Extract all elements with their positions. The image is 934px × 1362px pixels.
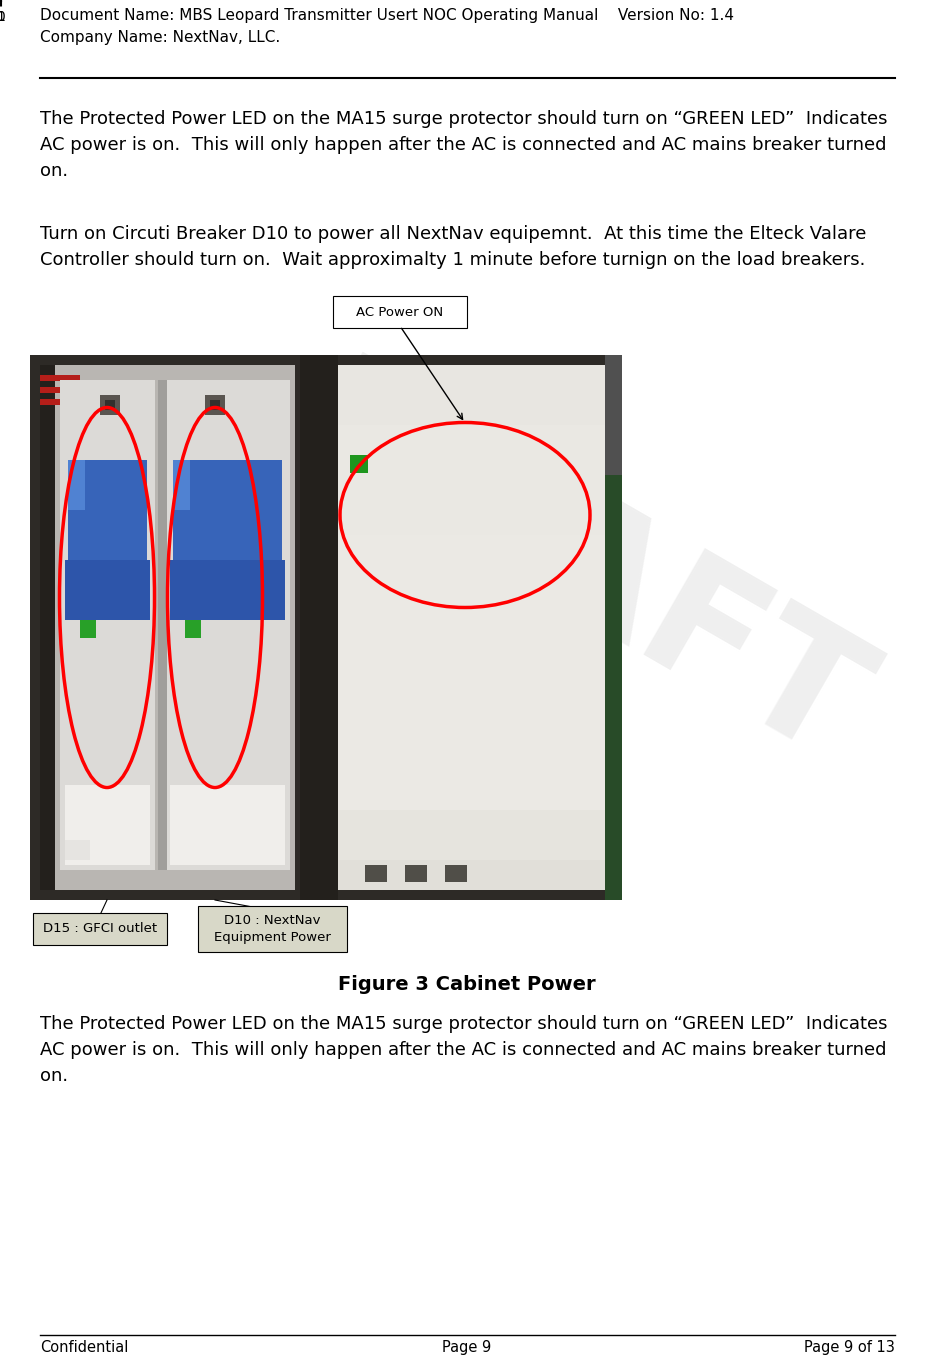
Text: The Protected Power LED on the MA15 surge protector should turn on “GREEN LED”  : The Protected Power LED on the MA15 surg… bbox=[40, 110, 887, 128]
Text: Confidential: Confidential bbox=[40, 1340, 128, 1355]
Text: Page 9 of 13: Page 9 of 13 bbox=[804, 1340, 895, 1355]
Text: Figure 3 Cabinet Power: Figure 3 Cabinet Power bbox=[338, 975, 596, 994]
Text: The Protected Power LED on the MA15 surge protector should turn on “GREEN LED”  : The Protected Power LED on the MA15 surg… bbox=[40, 1015, 887, 1032]
FancyBboxPatch shape bbox=[333, 296, 467, 328]
Text: AC power is on.  This will only happen after the AC is connected and AC mains br: AC power is on. This will only happen af… bbox=[40, 136, 886, 154]
Text: Page 9: Page 9 bbox=[443, 1340, 491, 1355]
Text: D15 : GFCI outlet: D15 : GFCI outlet bbox=[43, 922, 157, 936]
Text: DRAFT: DRAFT bbox=[269, 346, 889, 798]
Text: Controller should turn on.  Wait approximalty 1 minute before turnign on the loa: Controller should turn on. Wait approxim… bbox=[40, 251, 866, 270]
FancyBboxPatch shape bbox=[33, 913, 167, 945]
FancyBboxPatch shape bbox=[198, 906, 347, 952]
Text: AC power is on.  This will only happen after the AC is connected and AC mains br: AC power is on. This will only happen af… bbox=[40, 1041, 886, 1060]
Text: D10 : NextNav
Equipment Power: D10 : NextNav Equipment Power bbox=[214, 914, 331, 944]
Text: Company Name: NextNav, LLC.: Company Name: NextNav, LLC. bbox=[40, 30, 280, 45]
Text: Turn on Circuti Breaker D10 to power all NextNav equipemnt.  At this time the El: Turn on Circuti Breaker D10 to power all… bbox=[40, 225, 867, 242]
Text: on.: on. bbox=[40, 162, 68, 180]
Text: Document Name: MBS Leopard Transmitter Usert NOC Operating Manual    Version No:: Document Name: MBS Leopard Transmitter U… bbox=[40, 8, 734, 23]
Text: AC Power ON: AC Power ON bbox=[357, 305, 444, 319]
Text: on.: on. bbox=[40, 1066, 68, 1086]
